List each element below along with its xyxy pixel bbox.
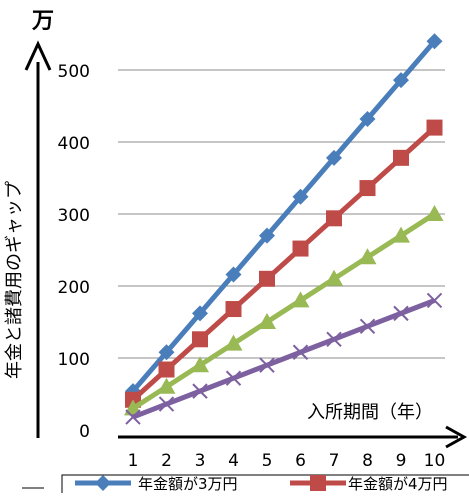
series-2 <box>125 119 443 408</box>
series-3 <box>124 205 444 416</box>
series-line <box>131 125 437 402</box>
y-axis-arrow <box>24 40 52 71</box>
series-4 <box>125 292 443 425</box>
series-line <box>131 39 437 393</box>
data-point <box>192 383 208 399</box>
data-point <box>426 119 443 136</box>
data-point <box>325 269 343 286</box>
data-point <box>358 248 377 265</box>
x-tick-label: 1 <box>128 451 139 471</box>
x-tick-label: 5 <box>262 451 273 471</box>
data-point <box>426 292 443 309</box>
data-point <box>292 240 309 257</box>
x-axis-title: 入所期間（年） <box>307 402 433 423</box>
data-point <box>393 305 409 322</box>
y-tick-label: 400 <box>58 134 90 154</box>
y-tick-label: 500 <box>58 62 90 82</box>
series-line <box>131 211 436 411</box>
data-point <box>225 370 242 386</box>
unit-label: 万 <box>31 9 54 34</box>
data-point <box>224 334 243 351</box>
data-point <box>191 356 209 373</box>
data-point <box>259 227 275 244</box>
data-point <box>359 180 376 197</box>
data-point <box>292 344 309 360</box>
x-tick-label: 10 <box>424 451 446 471</box>
data-point <box>359 110 376 127</box>
axes: 0 100 200 300 400 500 1 2 3 4 5 6 7 8 9 10 <box>24 40 468 471</box>
y-tick-label: 300 <box>58 206 90 226</box>
data-point <box>359 318 376 335</box>
data-point <box>425 205 444 221</box>
data-point <box>225 301 242 318</box>
data-point <box>393 72 409 89</box>
data-point <box>292 188 309 205</box>
x-tick-label: 9 <box>396 451 407 471</box>
data-point <box>158 396 175 412</box>
data-point <box>125 409 141 425</box>
x-axis-arrow <box>445 425 468 449</box>
data-point <box>426 33 443 50</box>
data-point <box>326 210 342 227</box>
data-point <box>326 149 342 166</box>
data-point <box>157 377 176 394</box>
legend: 年金額が3万円 年金額が4万円 <box>22 474 469 497</box>
data-point <box>225 266 242 283</box>
x-tick-label: 8 <box>362 451 373 471</box>
series-layer <box>124 33 444 425</box>
y-tick-label: 0 <box>79 422 90 442</box>
x-tick-label: 4 <box>228 451 239 471</box>
labels: 万 年金と諸費用のギャップ 入所期間（年） <box>4 9 433 423</box>
data-point <box>158 344 175 361</box>
data-point <box>192 331 208 348</box>
y-tick-label: 200 <box>58 278 90 298</box>
data-point <box>192 305 208 322</box>
x-tick-label: 3 <box>195 451 206 471</box>
data-point <box>392 226 410 243</box>
legend-label: 年金額が4万円 <box>348 475 448 493</box>
x-tick-label: 7 <box>329 451 340 471</box>
legend-label: 年金額が3万円 <box>138 475 238 493</box>
data-point <box>259 270 275 287</box>
data-point <box>393 149 409 166</box>
x-tick-label: 6 <box>295 451 306 471</box>
gridlines <box>118 69 445 359</box>
legend-marker <box>95 475 111 491</box>
y-axis-title: 年金と諸費用のギャップ <box>4 181 25 379</box>
y-tick-label: 100 <box>58 350 90 370</box>
series-1 <box>125 33 443 400</box>
series-line <box>132 298 436 420</box>
data-point <box>291 291 310 308</box>
legend-marker <box>310 475 326 491</box>
data-point <box>258 313 276 329</box>
data-point <box>326 331 342 347</box>
data-point <box>259 357 275 373</box>
data-point <box>158 361 175 378</box>
x-tick-label: 2 <box>161 451 172 471</box>
